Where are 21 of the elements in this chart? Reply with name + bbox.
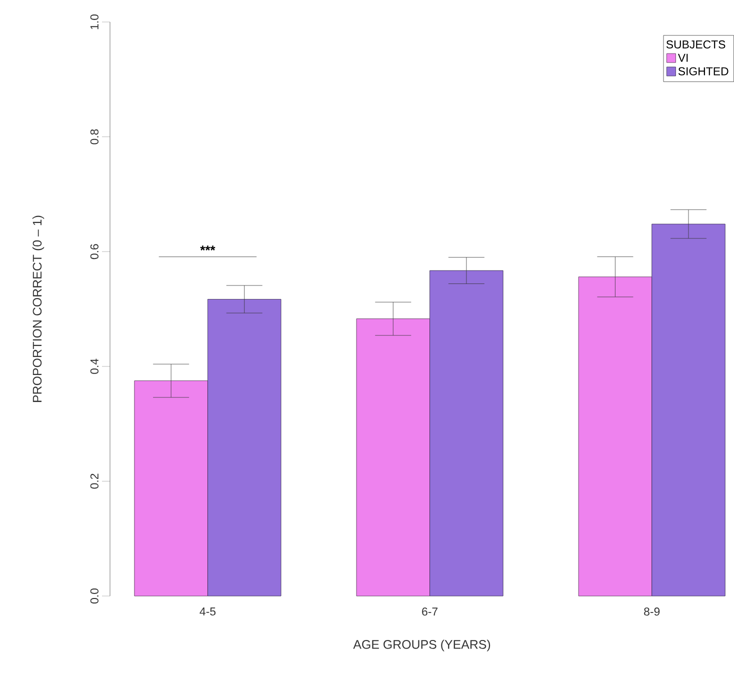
y-tick-label: 0.2 (90, 474, 98, 489)
bar (208, 299, 282, 596)
legend-label: VI (678, 54, 688, 62)
x-tick-label: 4-5 (200, 608, 216, 616)
bar (430, 270, 504, 596)
annotation: *** (200, 246, 216, 250)
bar (652, 224, 726, 596)
legend-label: SIGHTED (678, 67, 728, 76)
y-tick-label: 0.0 (90, 588, 98, 604)
x-tick-label: 8-9 (644, 608, 660, 616)
y-tick-label: 0.8 (90, 129, 98, 144)
bar (356, 318, 430, 596)
bar (578, 276, 652, 596)
y-tick-label: 0.6 (90, 244, 98, 260)
x-axis-title: AGE GROUPS (YEARS) (353, 640, 490, 652)
legend-title: SUBJECTS (666, 40, 726, 48)
y-axis-title: PROPORTION CORRECT (0 – 1) (32, 216, 44, 402)
bar (134, 380, 208, 596)
y-tick-label: 0.4 (90, 358, 98, 374)
x-tick-label: 6-7 (422, 608, 438, 616)
y-tick-label: 1.0 (90, 14, 98, 30)
